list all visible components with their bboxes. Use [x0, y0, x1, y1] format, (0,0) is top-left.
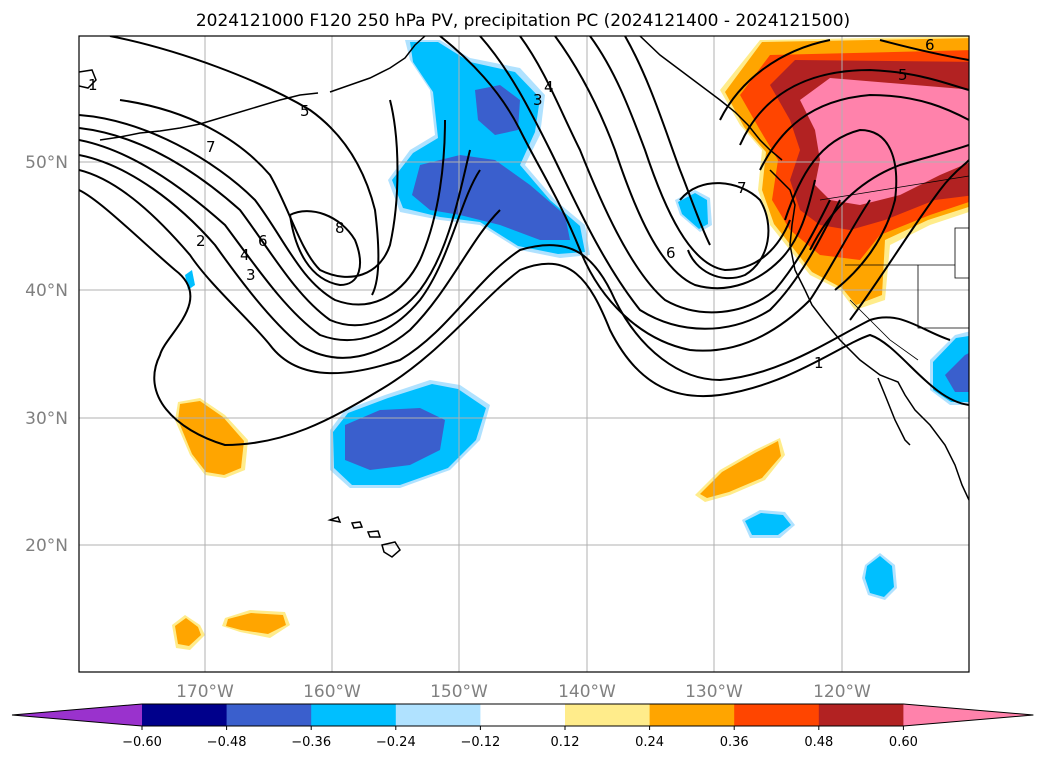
colorbar-tick-label: 0.48: [804, 735, 833, 750]
colorbar-segment: [395, 704, 481, 726]
lat-label-50n: 50°N: [25, 153, 68, 173]
lat-label-30n: 30°N: [25, 409, 68, 429]
contour-label: 6: [925, 36, 935, 54]
colorbar-segment: [226, 704, 312, 726]
lon-label-140w: 140°W: [558, 682, 616, 702]
colorbar-tick-label: −0.24: [376, 735, 416, 750]
lon-label-150w: 150°W: [430, 682, 488, 702]
coastlines: [79, 36, 969, 558]
colorbar: −0.60 −0.48 −0.36 −0.24 −0.12 0.12 0.24 0.36 0.4…: [11, 703, 1034, 750]
colorbar-segment: [818, 704, 904, 726]
colorbar-tick-label: 0.36: [720, 735, 749, 750]
lon-label-120w: 120°W: [813, 682, 871, 702]
map-panel: 1 1 2 3 4 4 3 5 5 6 6 6 7 7 8: [78, 35, 970, 673]
contour-label: 7: [737, 179, 747, 197]
colorbar-segment: [565, 704, 651, 726]
colorbar-extend-low: [12, 704, 142, 726]
colorbar-tick-label: −0.12: [460, 735, 500, 750]
colorbar-tick-label: 0.60: [889, 735, 918, 750]
contour-label: 1: [814, 354, 824, 372]
pv-contours: [79, 36, 969, 447]
colorbar-tick-label: −0.60: [122, 735, 162, 750]
graticule: [79, 36, 969, 672]
contour-label: 5: [300, 102, 310, 120]
contour-label: 4: [240, 246, 250, 264]
contour-label: 6: [666, 244, 676, 262]
colorbar-tick-label: 0.12: [551, 735, 580, 750]
negative-precip-shading: [185, 40, 969, 600]
figure-title: 2024121000 F120 250 hPa PV, precipitatio…: [196, 11, 850, 31]
contour-label: 8: [335, 219, 345, 237]
contour-label: 3: [246, 266, 256, 284]
state-borders: [819, 175, 969, 361]
colorbar-segment: [142, 704, 228, 726]
contour-label: 4: [544, 78, 554, 96]
lat-label-20n: 20°N: [25, 536, 68, 556]
colorbar-segment: [649, 704, 735, 726]
lon-label-170w: 170°W: [176, 682, 234, 702]
contour-labels: 1 1 2 3 4 4 3 5 5 6 6 6 7 7 8: [88, 36, 935, 372]
colorbar-tick-label: −0.48: [207, 735, 247, 750]
longitude-labels: 170°W 160°W 150°W 140°W 130°W 120°W: [176, 682, 871, 702]
lon-label-160w: 160°W: [303, 682, 361, 702]
contour-label: 2: [196, 232, 206, 250]
contour-label: 1: [88, 76, 98, 94]
colorbar-extend-high: [903, 704, 1034, 726]
contour-label: 3: [533, 91, 543, 109]
colorbar-segment: [311, 704, 397, 726]
colorbar-tick-label: 0.24: [635, 735, 664, 750]
lon-label-130w: 130°W: [685, 682, 743, 702]
contour-label: 5: [898, 66, 908, 84]
map-frame: [78, 35, 970, 673]
colorbar-segment: [480, 704, 566, 726]
lat-label-40n: 40°N: [25, 281, 68, 301]
latitude-labels: 50°N 40°N 30°N 20°N: [25, 153, 68, 556]
contour-label: 6: [258, 232, 268, 250]
colorbar-tick-label: −0.36: [291, 735, 331, 750]
colorbar-segment: [734, 704, 820, 726]
contour-label: 7: [206, 138, 216, 156]
positive-precip-shading: [172, 36, 969, 650]
